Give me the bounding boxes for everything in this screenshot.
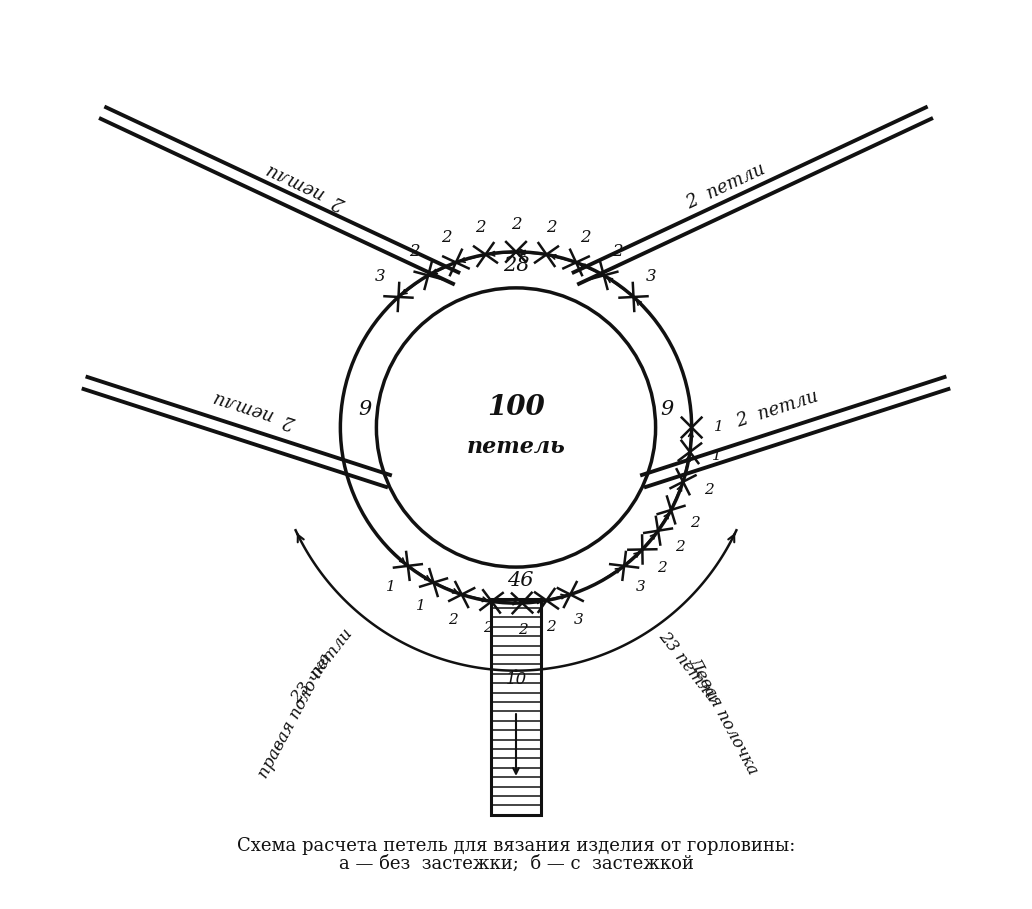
Text: 2: 2 <box>449 614 458 627</box>
Text: 2: 2 <box>476 219 486 236</box>
Text: петель: петель <box>466 436 566 458</box>
Text: правая полочка: правая полочка <box>255 651 335 781</box>
Text: 2: 2 <box>612 244 622 261</box>
Text: 1: 1 <box>712 449 721 463</box>
Text: 28: 28 <box>503 255 529 275</box>
Text: 2  петли: 2 петли <box>683 160 768 213</box>
Text: 2: 2 <box>704 483 713 497</box>
Text: 2: 2 <box>690 515 700 530</box>
Text: Схема расчета петель для вязания изделия от горловины:: Схема расчета петель для вязания изделия… <box>236 837 796 855</box>
Text: 9: 9 <box>359 400 372 419</box>
Text: 2: 2 <box>511 216 521 234</box>
Text: 2: 2 <box>546 620 556 634</box>
Text: 2: 2 <box>442 228 452 245</box>
Text: 23  петли: 23 петли <box>288 625 357 707</box>
Text: 1: 1 <box>416 599 426 614</box>
Text: 3: 3 <box>574 614 583 627</box>
Text: 1: 1 <box>386 580 396 594</box>
Text: 2: 2 <box>580 228 590 245</box>
Text: 46: 46 <box>508 571 534 590</box>
Text: 2  петли: 2 петли <box>734 388 820 431</box>
Text: 3: 3 <box>636 580 646 594</box>
Text: 100: 100 <box>487 395 545 421</box>
Text: 23 петли: 23 петли <box>654 628 719 704</box>
Text: 2: 2 <box>675 540 685 554</box>
Text: 2  петли: 2 петли <box>212 388 298 431</box>
Text: Левая полочка: Левая полочка <box>685 654 762 778</box>
Text: 3: 3 <box>646 268 657 285</box>
Text: 10: 10 <box>506 671 526 688</box>
Text: а — без  застежки;  б — с  застежкой: а — без застежки; б — с застежкой <box>338 855 694 874</box>
Text: 2: 2 <box>483 621 492 635</box>
Text: 9: 9 <box>660 400 673 419</box>
Text: 2: 2 <box>657 561 667 575</box>
Text: 3: 3 <box>375 268 386 285</box>
Text: 1: 1 <box>714 421 723 435</box>
Text: 2: 2 <box>410 244 420 261</box>
Bar <box>491 599 541 814</box>
Text: 2: 2 <box>518 623 528 637</box>
Text: 2  петли: 2 петли <box>264 160 349 213</box>
Text: 2: 2 <box>546 219 556 236</box>
